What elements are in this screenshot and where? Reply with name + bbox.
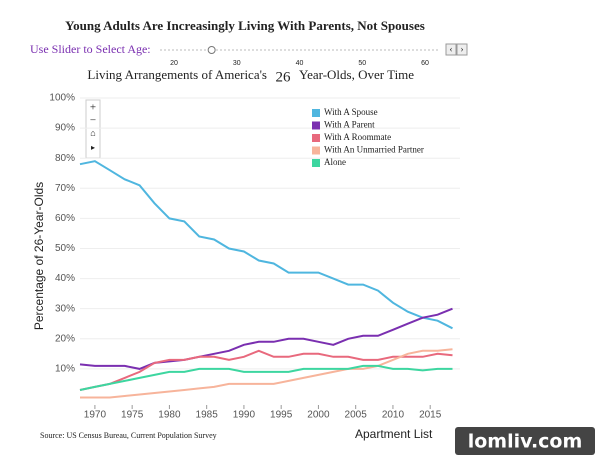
x-tick-label: 2010: [382, 410, 405, 421]
legend-label[interactable]: With A Roommate: [324, 132, 391, 142]
x-tick-label: 1995: [270, 410, 293, 421]
svg-text:▸: ▸: [91, 143, 95, 152]
legend-swatch: [312, 134, 320, 142]
series-line: [79, 307, 453, 370]
source: Source: US Census Bureau, Current Popula…: [40, 431, 217, 440]
slider-tick-label: 20: [170, 60, 178, 67]
slider-tick-label: 60: [421, 60, 429, 67]
x-tick-label: 1970: [84, 410, 107, 421]
slider-label: Use Slider to Select Age:: [30, 42, 151, 56]
slider-buttons[interactable]: ‹ ›: [445, 43, 468, 56]
series-line: [79, 349, 453, 391]
y-tick-label: 60%: [55, 213, 75, 224]
y-tick-label: 90%: [55, 123, 75, 134]
subtitle: Year-Olds, Over Time: [299, 67, 414, 82]
legend-label[interactable]: With A Parent: [324, 120, 375, 130]
zoom-controls[interactable]: + − ⌂ ▸: [85, 99, 101, 159]
x-tick-label: 2005: [345, 410, 368, 421]
legend-label[interactable]: Alone: [324, 157, 346, 167]
x-tick-label: 1975: [121, 410, 144, 421]
x-tick-label: 1985: [196, 410, 219, 421]
y-tick-label: 30%: [55, 303, 75, 314]
series-line: [79, 160, 453, 330]
y-tick-label: 50%: [55, 243, 75, 254]
legend-swatch: [312, 146, 320, 155]
svg-text:+: +: [90, 102, 96, 114]
chart-title: Young Adults Are Increasingly Living Wit…: [65, 18, 425, 33]
x-tick-label: 2015: [419, 410, 442, 421]
y-tick-label: 80%: [55, 153, 75, 164]
slider-tick-label: 30: [233, 60, 241, 67]
svg-text:⌂: ⌂: [90, 128, 95, 138]
subtitle-age: 26: [276, 69, 292, 85]
legend-swatch: [312, 121, 320, 130]
y-tick-label: 20%: [55, 333, 75, 344]
legend-label[interactable]: With A Spouse: [324, 107, 378, 117]
subtitle: Living Arrangements of America's: [87, 67, 267, 82]
slider-handle[interactable]: [207, 46, 216, 54]
y-tick-label: 40%: [55, 273, 75, 284]
svg-text:›: ›: [461, 44, 464, 54]
watermark: lomliv.com: [468, 431, 583, 453]
slider-tick-label: 50: [358, 60, 366, 67]
legend-swatch: [312, 109, 320, 117]
svg-text:−: −: [90, 115, 96, 127]
x-tick-label: 1980: [158, 410, 181, 421]
x-tick-label: 1990: [233, 410, 256, 421]
y-tick-label: 100%: [49, 93, 75, 104]
y-tick-label: 10%: [55, 364, 75, 375]
y-tick-label: 70%: [55, 183, 75, 194]
series-line: [79, 364, 453, 391]
y-axis-label: Percentage of 26-Year-Olds: [32, 182, 46, 330]
series-line: [80, 348, 453, 399]
slider-tick-label: 40: [296, 60, 304, 67]
logo: Apartment List: [355, 427, 433, 441]
legend-label[interactable]: With An Unmarried Partner: [324, 145, 424, 155]
legend-swatch: [312, 159, 320, 167]
x-tick-label: 2000: [307, 410, 330, 421]
svg-text:‹: ‹: [450, 44, 453, 54]
